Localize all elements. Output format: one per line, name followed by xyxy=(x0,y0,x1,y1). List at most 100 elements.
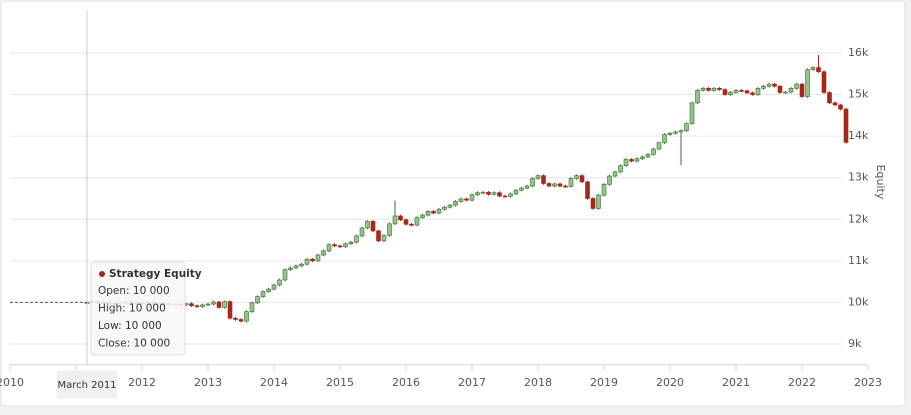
y-tick-label: 11k xyxy=(848,254,869,267)
candle-body xyxy=(777,85,783,93)
candle-body xyxy=(805,69,810,97)
candle-body xyxy=(706,88,711,91)
candle-body xyxy=(755,88,761,95)
x-tick-label: 2019 xyxy=(590,376,618,389)
candle-body xyxy=(282,269,288,281)
candle-body xyxy=(365,221,370,229)
tooltip-marker xyxy=(99,271,105,277)
candle-body xyxy=(469,194,475,201)
candle-body xyxy=(436,209,442,214)
candle-body xyxy=(601,184,607,196)
candle-body xyxy=(772,83,777,87)
candle-body xyxy=(519,187,524,191)
candle-body xyxy=(266,288,271,292)
candle-body xyxy=(200,304,205,307)
candle-body xyxy=(299,263,304,267)
candle-body xyxy=(288,267,293,270)
candle-body xyxy=(497,192,502,197)
candle-body xyxy=(662,134,667,144)
candle-body xyxy=(359,227,365,237)
candle-body xyxy=(403,219,409,225)
tooltip-line: High: 10 000 xyxy=(98,303,166,315)
candle-body xyxy=(216,301,222,308)
candle-body xyxy=(249,302,255,312)
candle-body xyxy=(585,181,590,199)
chart-frame xyxy=(0,0,906,407)
crosshair-label: March 2011 xyxy=(57,380,116,391)
candle-body xyxy=(453,201,458,206)
candle-body xyxy=(431,211,436,214)
candle-body xyxy=(722,89,728,95)
candle-body xyxy=(189,303,194,307)
candle-body xyxy=(304,258,310,265)
candle-body xyxy=(596,194,601,209)
candle-body xyxy=(733,90,739,93)
candle-body xyxy=(739,90,744,92)
candle-body xyxy=(821,71,827,93)
candle-body xyxy=(623,159,629,166)
candle-body xyxy=(271,284,277,290)
candle-body xyxy=(618,165,623,173)
candle-body xyxy=(205,303,211,306)
x-tick-label: 2016 xyxy=(392,376,420,389)
candle-body xyxy=(761,85,766,89)
candle-body xyxy=(744,90,750,94)
candle-body xyxy=(535,175,541,179)
candle-body xyxy=(750,92,755,95)
candle-body xyxy=(612,171,618,177)
candle-body xyxy=(766,83,772,87)
candle-body xyxy=(244,311,249,322)
candle-body xyxy=(348,241,354,245)
candle-body xyxy=(260,291,266,297)
candle-body xyxy=(310,258,315,262)
candle-body xyxy=(728,92,733,95)
candle-body xyxy=(530,178,535,187)
candle-body xyxy=(398,215,403,220)
candle-body xyxy=(557,183,563,187)
candle-body xyxy=(629,159,634,162)
candle-body xyxy=(607,175,612,185)
candle-body xyxy=(326,244,332,252)
x-tick-label: 2021 xyxy=(722,376,750,389)
candle-body xyxy=(524,185,530,189)
candle-body xyxy=(640,156,645,159)
candle-body xyxy=(546,183,552,187)
crosshair-label-box xyxy=(57,370,117,399)
candle-body xyxy=(711,88,717,91)
candle-body xyxy=(579,175,585,183)
candle-body xyxy=(337,245,343,248)
candle-body xyxy=(442,206,447,210)
candle-body xyxy=(673,131,678,134)
candle-body xyxy=(211,301,216,305)
candle-body xyxy=(392,215,398,225)
tooltip-line: Close: 10 000 xyxy=(98,338,170,350)
candle-body xyxy=(486,191,491,195)
candle-body xyxy=(799,83,805,97)
candle-body xyxy=(315,254,321,262)
candle-body xyxy=(458,198,464,202)
candle-body xyxy=(194,305,200,308)
tooltip-line: Low: 10 000 xyxy=(98,320,162,332)
candle-body xyxy=(832,102,838,106)
y-tick-label: 12k xyxy=(848,212,869,225)
x-tick-label: 2015 xyxy=(326,376,354,389)
y-tick-label: 13k xyxy=(848,171,869,184)
tooltip-box xyxy=(90,261,186,356)
x-tick-label: 2017 xyxy=(458,376,486,389)
candle-body xyxy=(255,296,260,304)
x-tick-label: 2010 xyxy=(0,376,24,389)
y-tick-label: 15k xyxy=(848,88,869,101)
candle-body xyxy=(238,319,244,322)
candle-body xyxy=(447,204,453,208)
candle-body xyxy=(425,211,431,216)
y-tick-label: 16k xyxy=(848,46,869,59)
candle-body xyxy=(409,223,414,226)
candle-body xyxy=(233,317,238,320)
candle-body xyxy=(491,192,497,195)
candle-body xyxy=(502,195,508,198)
candle-body xyxy=(464,198,469,201)
candle-body xyxy=(508,193,513,197)
candle-body xyxy=(717,88,722,90)
candle-body xyxy=(321,250,326,256)
x-tick-label: 2023 xyxy=(854,376,882,389)
